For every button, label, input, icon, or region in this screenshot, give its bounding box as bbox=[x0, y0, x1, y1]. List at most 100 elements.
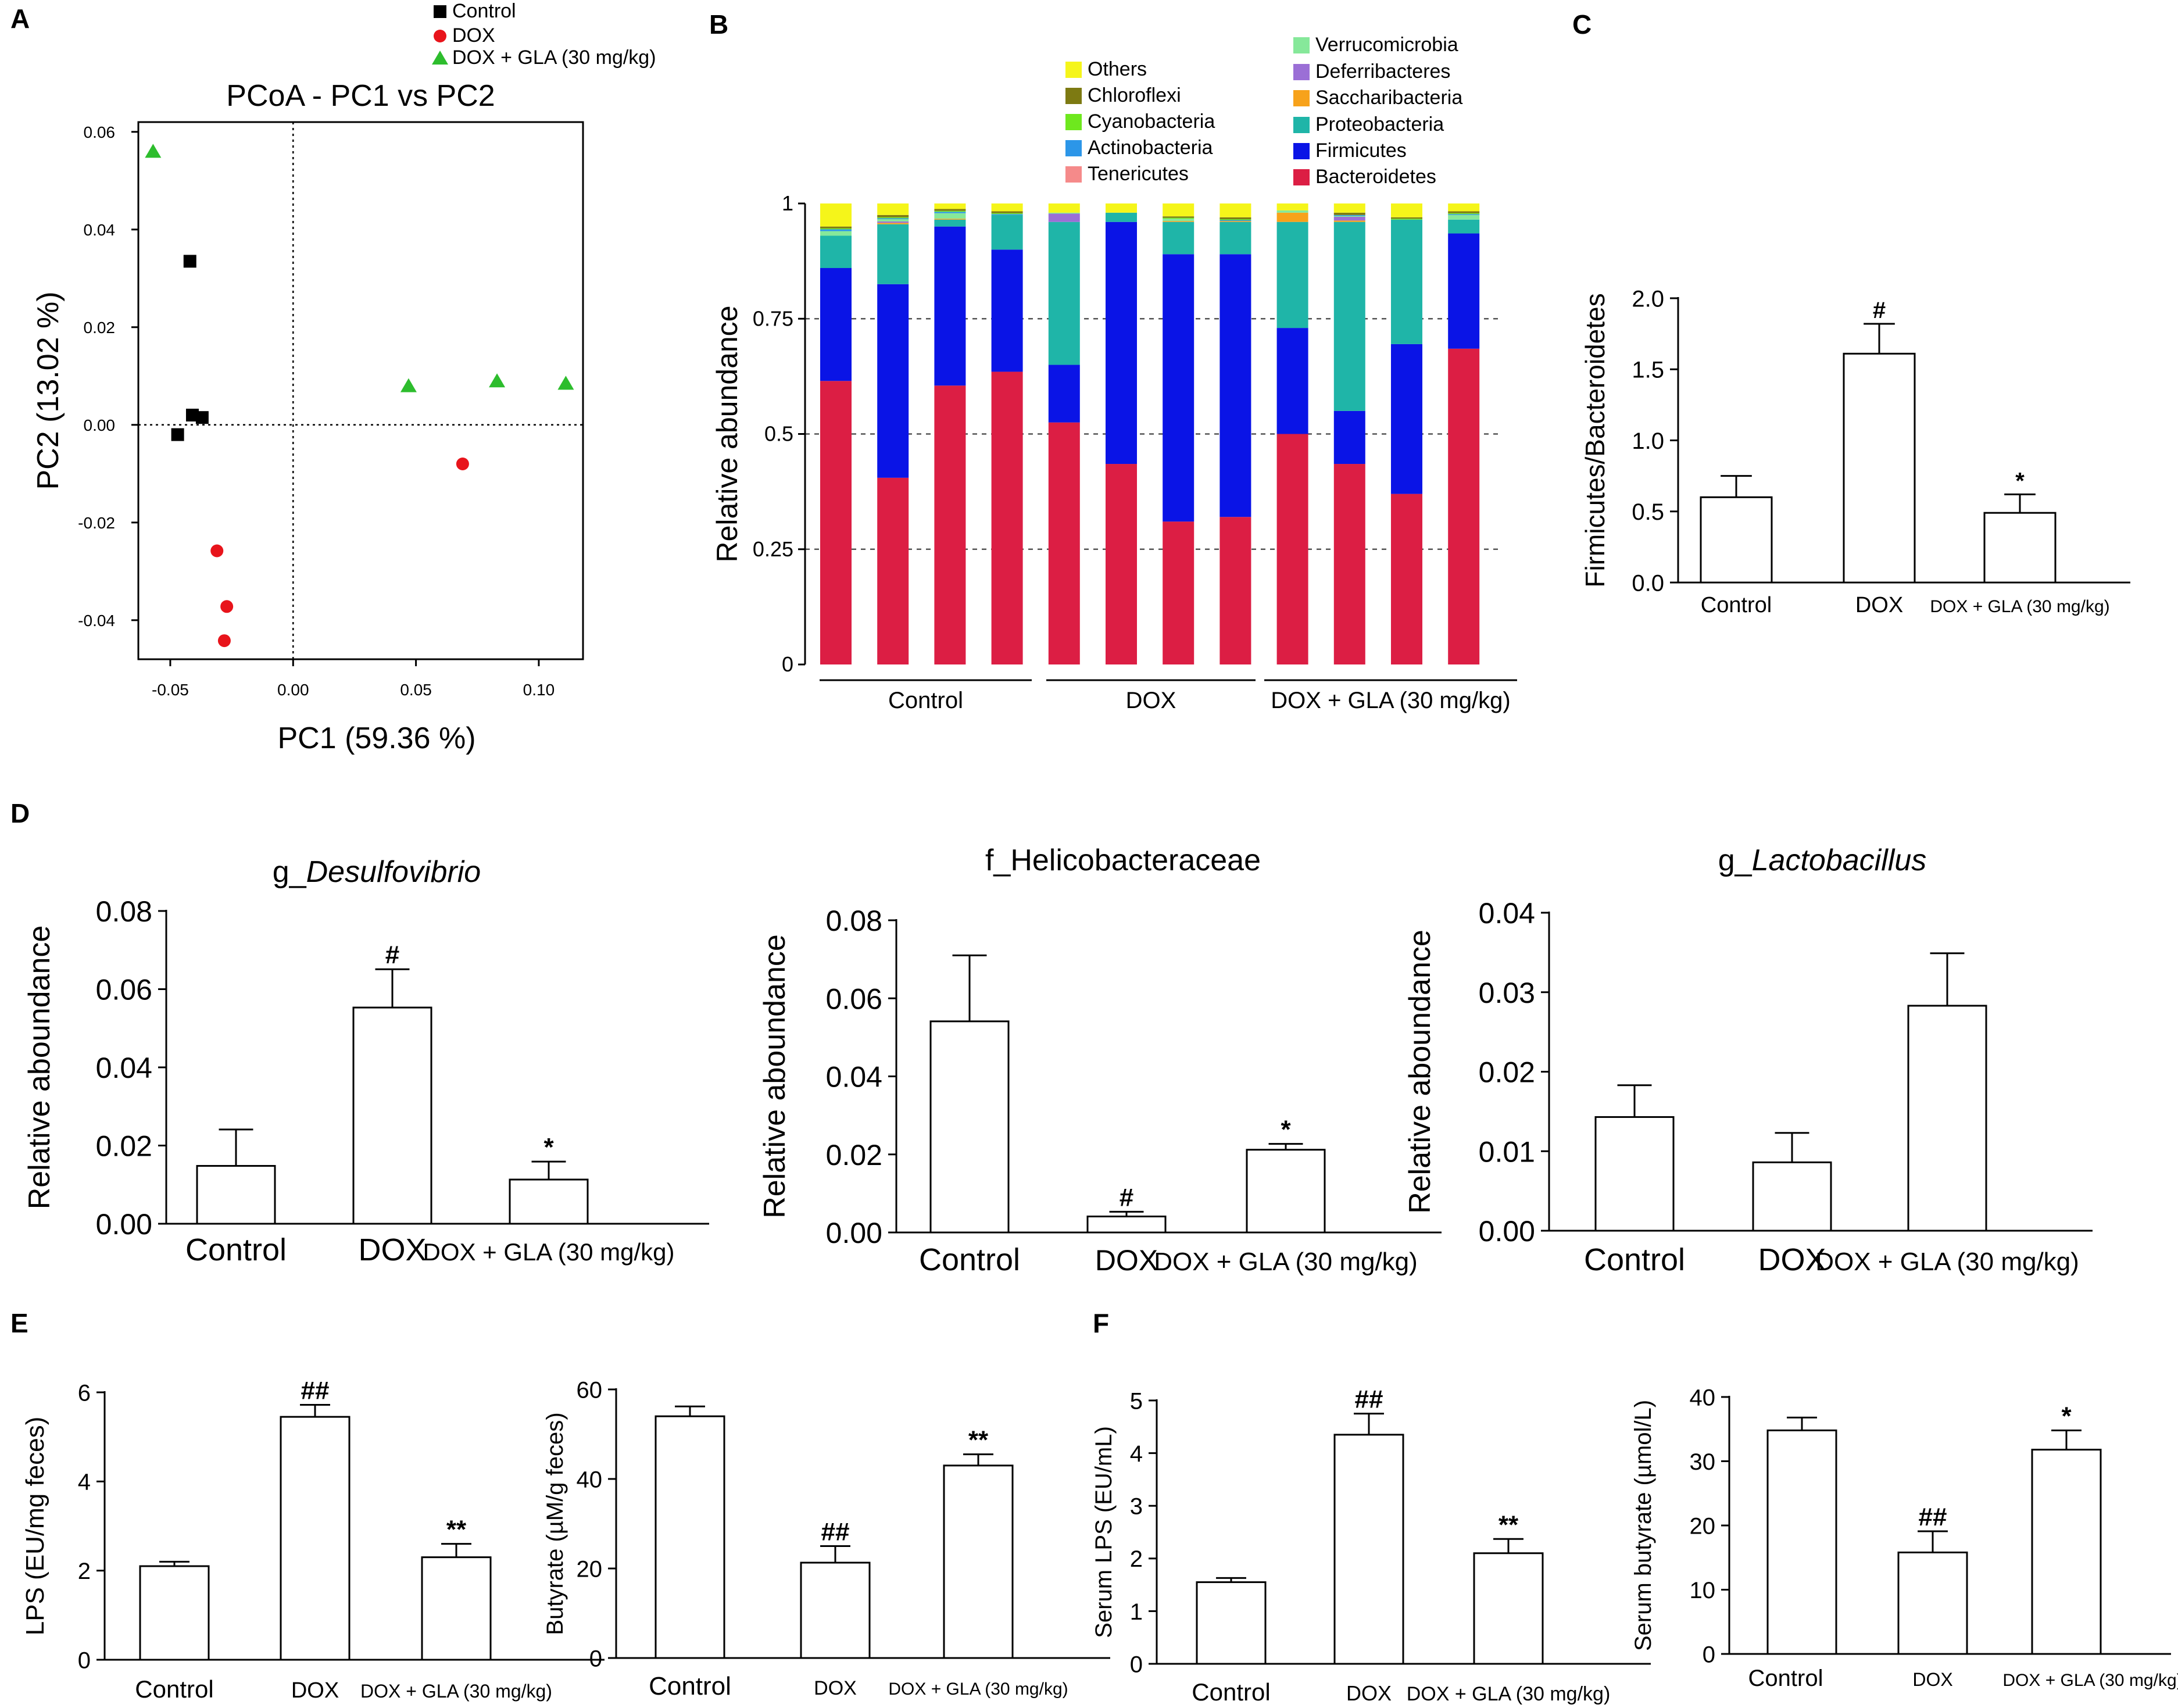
y-tick-label: 2 bbox=[78, 1559, 91, 1584]
series-dox-gla-30-mg-kg- bbox=[145, 144, 574, 392]
group-label: Control bbox=[888, 688, 963, 713]
bar-segment-others bbox=[1219, 203, 1251, 217]
group-label: DOX bbox=[1126, 688, 1176, 713]
bar bbox=[1246, 1149, 1326, 1234]
legend-label: Firmicutes bbox=[1315, 140, 1407, 162]
bar-segment-firmicutes bbox=[991, 249, 1023, 372]
bar-segment-firmicutes bbox=[1276, 328, 1308, 434]
data-point bbox=[557, 376, 574, 390]
data-point bbox=[210, 544, 224, 558]
legend-label: Bacteroidetes bbox=[1315, 166, 1436, 188]
y-tick-label: 0.06 bbox=[84, 123, 116, 141]
data-point bbox=[195, 411, 209, 424]
bars bbox=[1594, 952, 1987, 1232]
y-axis-label: Relative abundance bbox=[711, 306, 743, 563]
legend-label: Control bbox=[452, 0, 516, 22]
bar bbox=[943, 1464, 1014, 1659]
category-label: DOX + GLA (30 mg/kg) bbox=[1407, 1683, 1611, 1705]
y-tick-label: 0 bbox=[1130, 1652, 1143, 1677]
category-label: DOX bbox=[1912, 1669, 1952, 1690]
legend-swatch bbox=[1293, 37, 1310, 53]
bar bbox=[2031, 1449, 2102, 1655]
bar bbox=[196, 1164, 276, 1225]
bar-segment-actinobacteria bbox=[877, 218, 909, 219]
y-tick-label: 0.04 bbox=[84, 221, 116, 239]
bar-segment-proteobacteria bbox=[1391, 219, 1422, 344]
y-tick-label: 0.06 bbox=[96, 974, 152, 1006]
group-label: DOX + GLA (30 mg/kg) bbox=[1271, 688, 1510, 713]
chart-title-italic: Desulfovibrio bbox=[306, 855, 481, 889]
significance-mark: # bbox=[1873, 298, 1886, 323]
y-tick-label: 0.75 bbox=[753, 306, 793, 330]
y-tick-label: 1.5 bbox=[1632, 358, 1664, 383]
bar-segment-proteobacteria bbox=[1048, 221, 1080, 365]
significance-mark: ** bbox=[446, 1516, 467, 1544]
data-point bbox=[489, 373, 506, 388]
bar bbox=[1983, 512, 2057, 584]
legend-marker bbox=[432, 51, 448, 65]
chart-b-relative-abundance: 0 0.25 0.5 0.75 1 Relative abundance Control DO… bbox=[711, 34, 1517, 713]
chart-a-pcoa: -0.05 0.00 0.05 0.10 -0.04 -0.02 0.00 0.02 0.04 0… bbox=[31, 0, 656, 755]
chart-f1: 0 1 2 3 4 5 ## ** Control DOX DOX + GLA (30 mg/kg)… bbox=[1091, 1385, 1651, 1706]
y-tick-label: 4 bbox=[1130, 1441, 1143, 1467]
legend-label: DOX + GLA (30 mg/kg) bbox=[452, 47, 656, 69]
data-point bbox=[456, 458, 469, 470]
data-point bbox=[400, 378, 417, 392]
legend-label: DOX bbox=[452, 24, 495, 47]
category-label: DOX + GLA (30 mg/kg) bbox=[888, 1680, 1068, 1699]
bar-segment-firmicutes bbox=[1106, 221, 1137, 464]
panel-letter-e: E bbox=[10, 1308, 28, 1338]
y-tick-label: 0.02 bbox=[1479, 1056, 1535, 1089]
bar-segment-verrucomicrobia bbox=[1163, 219, 1194, 221]
bar-segment-cyanobacteria bbox=[1163, 217, 1194, 219]
chart-e2: 0 20 40 60 ## ** Control DOX DOX + GLA (30 mg/kg… bbox=[542, 1377, 1110, 1700]
bars: ## ** bbox=[1196, 1385, 1544, 1665]
bar-segment-verrucomicrobia bbox=[1448, 215, 1480, 220]
bar-segment-cyanobacteria bbox=[820, 228, 852, 230]
y-tick-label: 40 bbox=[1690, 1385, 1716, 1410]
y-tick-label: 0.02 bbox=[84, 319, 116, 337]
bar bbox=[1196, 1581, 1267, 1665]
y-tick-label: 0.08 bbox=[826, 905, 882, 937]
chart-title: f_Helicobacteraceae bbox=[985, 844, 1261, 877]
panel-letter-d: D bbox=[10, 798, 30, 828]
y-axis-label: Firmicutes/Bacteroidetes bbox=[1580, 293, 1610, 587]
bar-segment-chloroflexi bbox=[1163, 216, 1194, 218]
category-label: DOX + GLA (30 mg/kg) bbox=[2002, 1671, 2178, 1690]
panel-letter-f: F bbox=[1093, 1308, 1109, 1338]
bar-segment-cyanobacteria bbox=[1219, 219, 1251, 220]
bar bbox=[800, 1562, 871, 1659]
bar-segment-bacteroidetes bbox=[934, 385, 966, 664]
y-tick-label: 0.04 bbox=[1479, 897, 1535, 930]
bar-segment-others bbox=[1333, 203, 1365, 213]
category-label: Control bbox=[919, 1242, 1020, 1277]
bar-segment-actinobacteria bbox=[820, 229, 852, 231]
bar-segment-verrucomicrobia bbox=[1276, 210, 1308, 213]
y-axis-label: Relative aboundance bbox=[1403, 930, 1437, 1214]
legend-swatch bbox=[1065, 166, 1082, 183]
bar-segment-chloroflexi bbox=[1391, 217, 1422, 219]
legend-swatch bbox=[1293, 117, 1310, 133]
bar bbox=[509, 1178, 589, 1225]
significance-mark: ## bbox=[1919, 1503, 1947, 1531]
x-tick-label: 0.05 bbox=[400, 681, 432, 699]
y-tick-label: 0 bbox=[782, 652, 793, 676]
y-tick-label: 0.03 bbox=[1479, 977, 1535, 1009]
bar-segment-bacteroidetes bbox=[877, 477, 909, 664]
bar bbox=[421, 1556, 492, 1661]
bar-segment-others bbox=[934, 203, 966, 209]
category-label: DOX bbox=[291, 1678, 339, 1703]
category-label: DOX + GLA (30 mg/kg) bbox=[360, 1681, 552, 1702]
bar-segment-others bbox=[877, 203, 909, 215]
y-tick-label: 0.02 bbox=[96, 1130, 152, 1163]
chart-title-prefix: g_ bbox=[1718, 844, 1753, 877]
bar-segment-chloroflexi bbox=[820, 226, 852, 228]
plot-frame bbox=[137, 121, 584, 660]
bar-segment-saccharibacteria bbox=[877, 223, 909, 224]
chart-title-prefix: g_ bbox=[273, 855, 307, 889]
category-label: DOX bbox=[1855, 593, 1903, 617]
bar-segment-deferribacteres bbox=[1048, 213, 1080, 222]
bar-segment-verrucomicrobia bbox=[934, 213, 966, 219]
